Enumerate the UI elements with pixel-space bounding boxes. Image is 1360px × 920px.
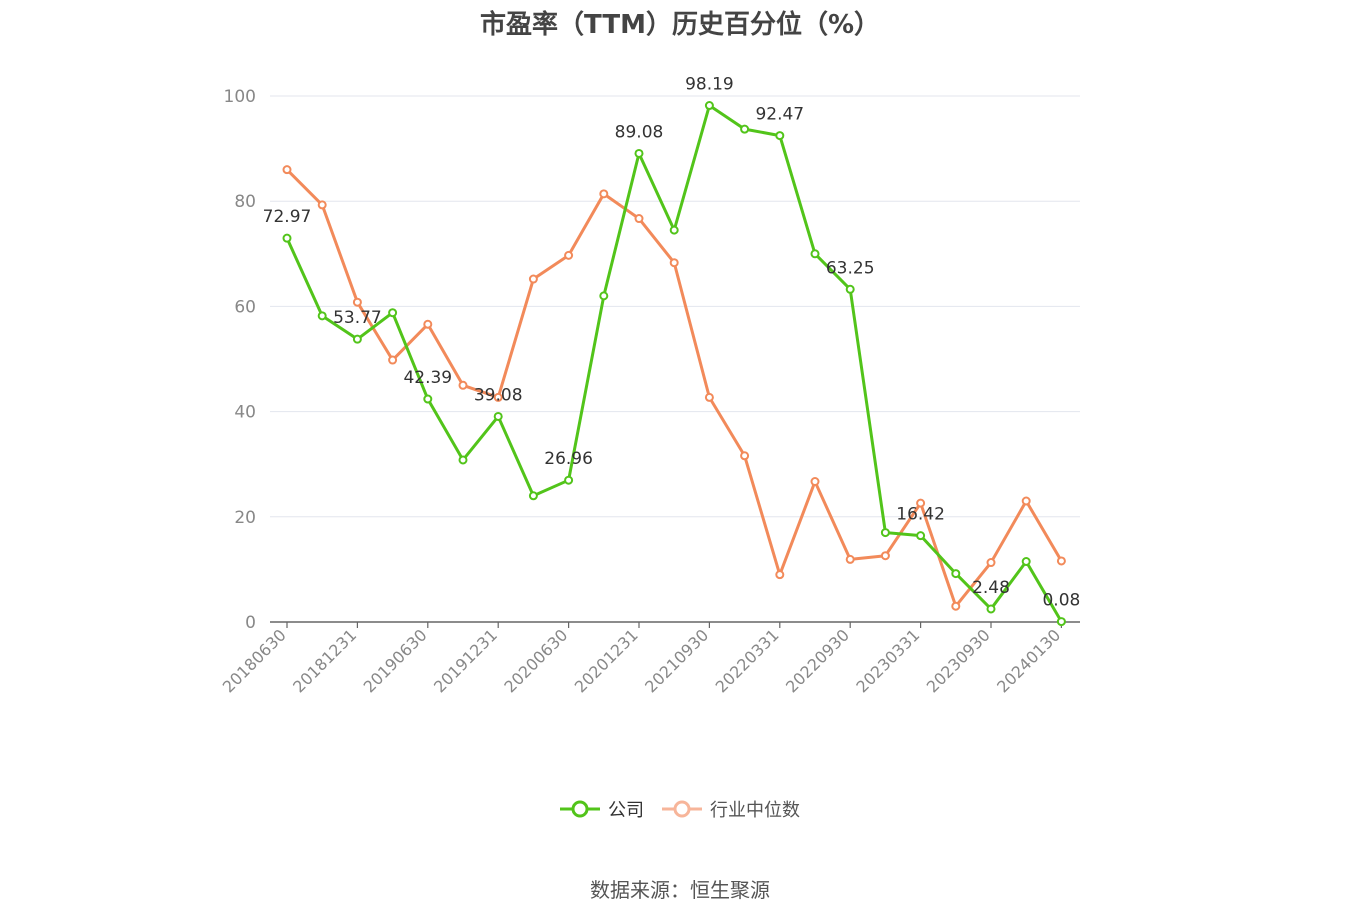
data-point-industry bbox=[916, 498, 926, 508]
data-point-company bbox=[951, 569, 961, 579]
data-label: 0.08 bbox=[1042, 591, 1080, 611]
data-point-company bbox=[282, 233, 292, 243]
data-point-company bbox=[740, 124, 750, 134]
data-point-industry bbox=[282, 165, 292, 175]
data-point-industry bbox=[458, 380, 468, 390]
data-label-layer: 72.97 53.77 42.39 39.08 26.96 89.08 98.19 92.47… bbox=[263, 75, 1081, 611]
data-point-industry bbox=[1056, 556, 1066, 566]
data-point-company bbox=[634, 148, 644, 158]
data-point-company bbox=[458, 455, 468, 465]
data-point-industry bbox=[669, 258, 679, 268]
legend-company-icon bbox=[560, 800, 600, 818]
data-label: 26.96 bbox=[544, 449, 593, 469]
y-tick-label: 0 bbox=[245, 613, 256, 633]
data-label: 63.25 bbox=[826, 258, 875, 278]
data-point-company bbox=[317, 311, 327, 321]
data-point-industry bbox=[845, 554, 855, 564]
data-point-industry bbox=[493, 392, 503, 402]
series-layer bbox=[282, 101, 1066, 627]
x-tick-label: 20210930 bbox=[641, 625, 712, 696]
data-point-industry bbox=[810, 477, 820, 487]
x-tick-label: 20180630 bbox=[219, 625, 290, 696]
data-point-industry bbox=[951, 601, 961, 611]
y-tick-label: 20 bbox=[234, 508, 256, 528]
legend-industry-label: 行业中位数 bbox=[710, 800, 800, 821]
data-point-company bbox=[775, 131, 785, 141]
y-tick-label: 100 bbox=[224, 87, 256, 107]
data-point-industry bbox=[352, 297, 362, 307]
y-tick-label: 80 bbox=[234, 192, 256, 212]
data-point-company bbox=[564, 475, 574, 485]
x-tick-label: 20201231 bbox=[571, 625, 642, 696]
data-point-company bbox=[352, 334, 362, 344]
data-point-industry bbox=[599, 189, 609, 199]
data-point-industry bbox=[564, 250, 574, 260]
data-label: 39.08 bbox=[474, 385, 523, 405]
data-point-industry bbox=[317, 200, 327, 210]
data-point-industry bbox=[704, 392, 714, 402]
data-point-company bbox=[1056, 617, 1066, 627]
data-point-industry bbox=[528, 274, 538, 284]
grid-layer bbox=[270, 95, 1080, 518]
data-point-industry bbox=[880, 551, 890, 561]
data-point-company bbox=[810, 249, 820, 259]
y-tick-label: 60 bbox=[234, 297, 256, 317]
data-point-company bbox=[388, 308, 398, 318]
data-point-industry bbox=[740, 451, 750, 461]
data-point-company bbox=[704, 101, 714, 111]
x-tick-label: 20200630 bbox=[500, 625, 571, 696]
data-point-company bbox=[916, 531, 926, 541]
legend-item-company[interactable]: 公司 bbox=[560, 796, 644, 822]
data-label: 92.47 bbox=[755, 105, 804, 125]
data-label: 89.08 bbox=[615, 122, 664, 142]
data-point-company bbox=[845, 284, 855, 294]
series-line-company bbox=[285, 104, 1063, 623]
data-point-industry bbox=[986, 558, 996, 568]
data-label: 98.19 bbox=[685, 75, 734, 95]
x-tick-label: 20220331 bbox=[712, 625, 783, 696]
data-label: 53.77 bbox=[333, 308, 382, 328]
x-tick-label: 20230331 bbox=[852, 625, 923, 696]
data-point-company bbox=[1021, 557, 1031, 567]
y-tick-label: 40 bbox=[234, 403, 256, 423]
data-point-company bbox=[493, 411, 503, 421]
data-label: 72.97 bbox=[263, 207, 312, 227]
x-tick-label: 20240130 bbox=[993, 625, 1064, 696]
data-point-company bbox=[528, 491, 538, 501]
legend-industry-icon bbox=[662, 800, 702, 818]
legend-item-industry[interactable]: 行业中位数 bbox=[662, 796, 800, 822]
data-label: 16.42 bbox=[896, 505, 945, 525]
data-point-company bbox=[880, 528, 890, 538]
data-source: 数据来源：恒生聚源 bbox=[590, 878, 770, 902]
data-point-company bbox=[599, 291, 609, 301]
x-tick-label: 20191231 bbox=[430, 625, 501, 696]
data-point-industry bbox=[775, 570, 785, 580]
data-point-industry bbox=[388, 355, 398, 365]
data-point-company bbox=[669, 225, 679, 235]
data-point-company bbox=[986, 604, 996, 614]
chart-title: 市盈率（TTM）历史百分位（%） bbox=[480, 10, 880, 40]
x-tick-label: 20220930 bbox=[782, 625, 853, 696]
legend: 公司 行业中位数 bbox=[0, 796, 1360, 822]
data-point-company bbox=[423, 394, 433, 404]
legend-company-label: 公司 bbox=[608, 800, 644, 821]
data-label: 2.48 bbox=[972, 578, 1010, 598]
x-tick-label: 20181231 bbox=[289, 625, 360, 696]
data-point-industry bbox=[634, 214, 644, 224]
x-tick-label: 20190630 bbox=[360, 625, 431, 696]
chart-svg: 0 20 40 60 80 100 20180630 20181231 20190630 2019… bbox=[219, 75, 1081, 697]
x-tick-label: 20230930 bbox=[923, 625, 994, 696]
data-label: 42.39 bbox=[403, 368, 452, 388]
data-point-industry bbox=[423, 319, 433, 329]
data-point-industry bbox=[1021, 496, 1031, 506]
